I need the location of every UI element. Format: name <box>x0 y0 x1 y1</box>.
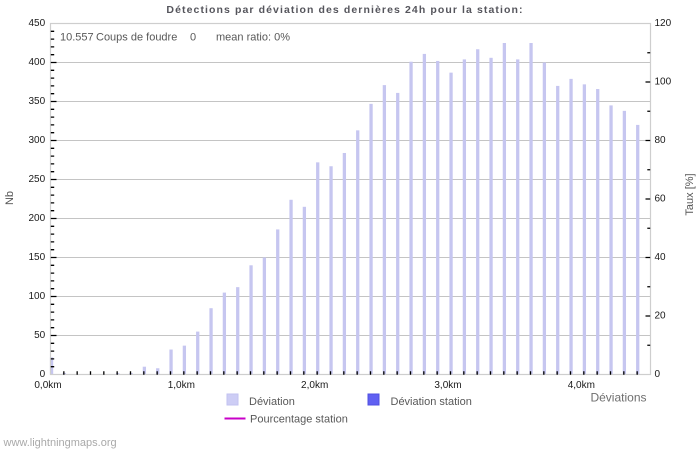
svg-text:10.557: 10.557 <box>60 32 94 44</box>
svg-text:Pourcentage station: Pourcentage station <box>250 414 348 426</box>
svg-text:Nb: Nb <box>4 191 16 205</box>
svg-text:Déviation: Déviation <box>249 396 295 408</box>
svg-text:300: 300 <box>29 135 46 146</box>
svg-text:50: 50 <box>34 330 46 341</box>
svg-text:100: 100 <box>29 291 46 302</box>
svg-text:450: 450 <box>29 18 46 29</box>
svg-text:Déviations: Déviations <box>590 391 646 405</box>
svg-text:0: 0 <box>40 369 46 380</box>
svg-text:60: 60 <box>655 194 667 205</box>
svg-text:3,0km: 3,0km <box>434 380 461 391</box>
svg-text:Déviation station: Déviation station <box>391 396 472 408</box>
svg-text:www.lightningmaps.org: www.lightningmaps.org <box>3 437 117 449</box>
svg-text:350: 350 <box>29 96 46 107</box>
svg-text:40: 40 <box>655 252 667 263</box>
svg-text:Taux [%]: Taux [%] <box>684 173 696 215</box>
svg-text:0: 0 <box>190 32 196 44</box>
svg-text:120: 120 <box>655 18 672 29</box>
svg-text:Coups de foudre: Coups de foudre <box>96 32 177 44</box>
svg-text:0,0km: 0,0km <box>34 380 61 391</box>
svg-text:100: 100 <box>655 77 672 88</box>
svg-text:2,0km: 2,0km <box>301 380 328 391</box>
svg-text:80: 80 <box>655 135 667 146</box>
svg-text:20: 20 <box>655 311 667 322</box>
svg-text:150: 150 <box>29 252 46 263</box>
svg-text:400: 400 <box>29 57 46 68</box>
svg-text:250: 250 <box>29 174 46 185</box>
svg-text:200: 200 <box>29 213 46 224</box>
svg-text:4,0km: 4,0km <box>568 380 595 391</box>
svg-text:1,0km: 1,0km <box>168 380 195 391</box>
svg-text:Détections par déviation des d: Détections par déviation des dernières 2… <box>166 4 523 16</box>
svg-text:mean ratio: 0%: mean ratio: 0% <box>216 32 290 44</box>
svg-text:0: 0 <box>655 369 661 380</box>
